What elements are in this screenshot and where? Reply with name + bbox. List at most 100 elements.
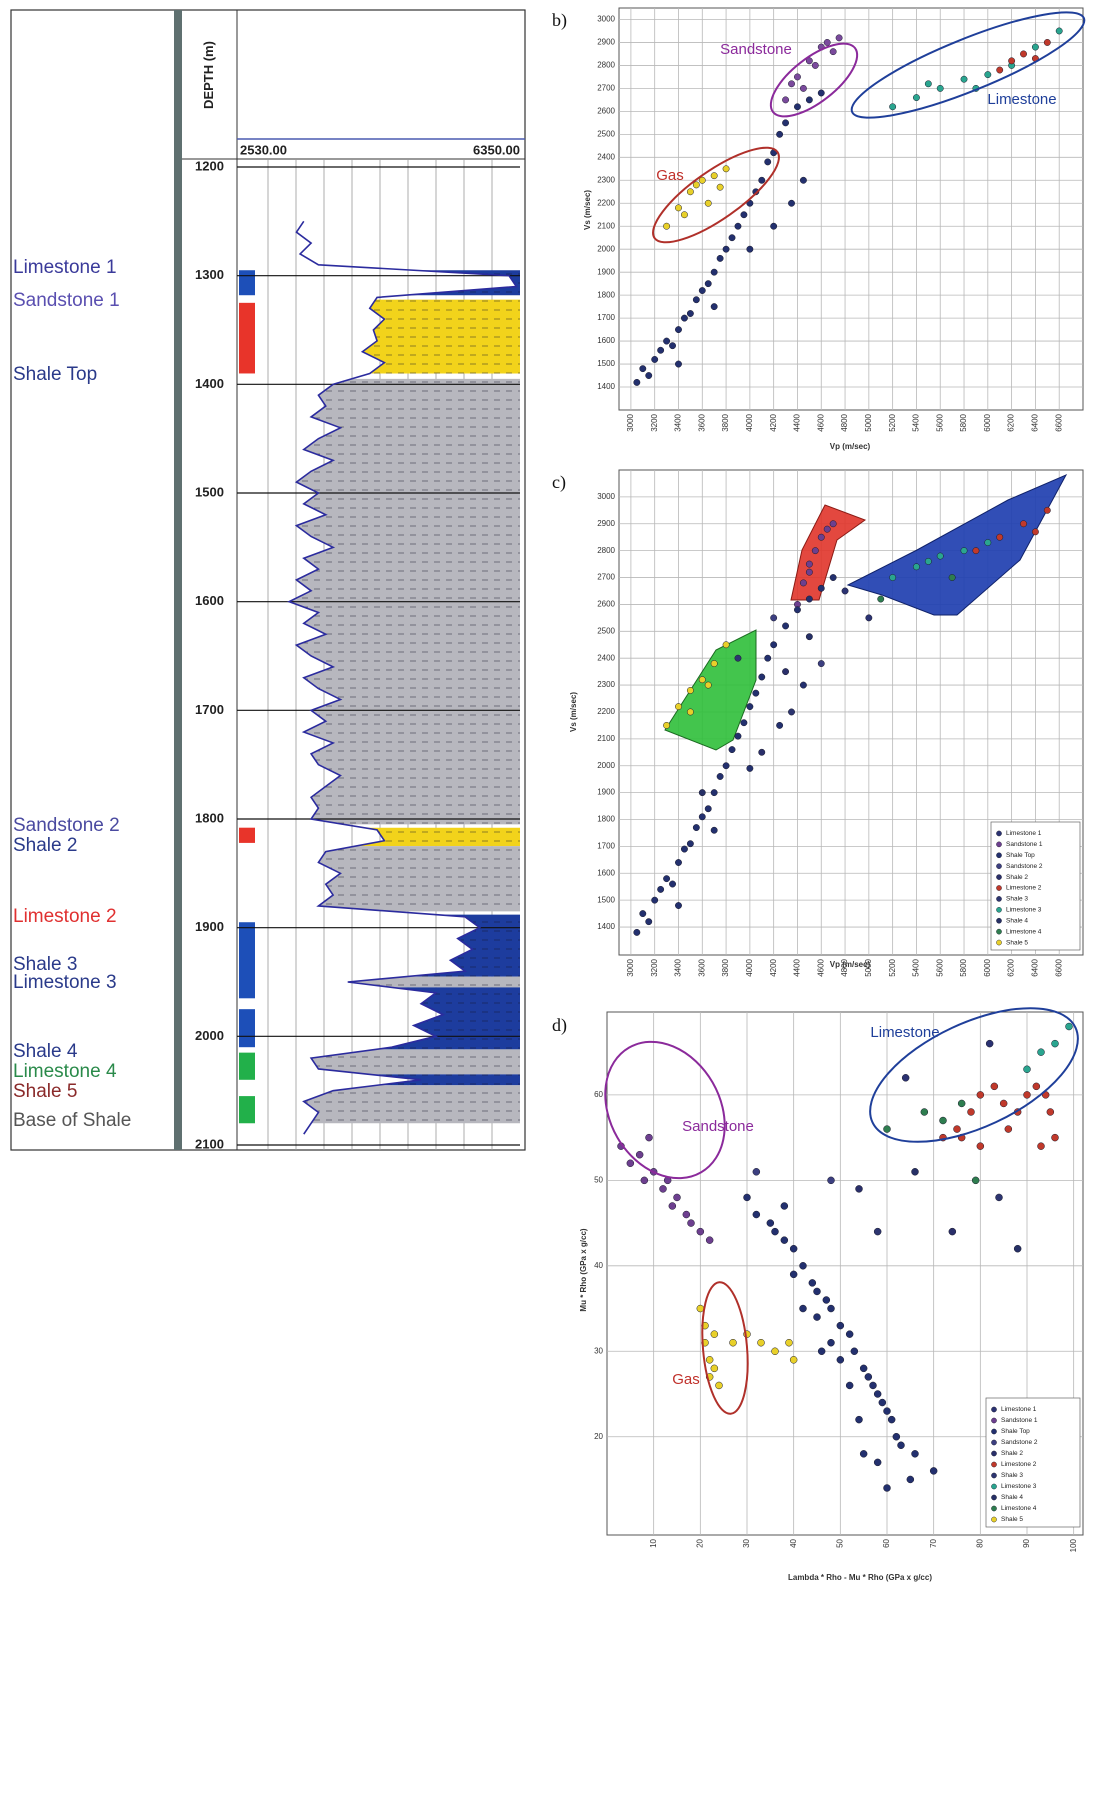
data-point [752, 1168, 761, 1176]
x-tick-label: 4000 [745, 958, 754, 976]
data-point [704, 681, 712, 689]
data-point [813, 1313, 821, 1321]
legend-marker [996, 863, 1002, 869]
data-point [788, 80, 795, 88]
y-tick-label: 1700 [597, 313, 615, 322]
x-tick-label: 5800 [959, 413, 968, 431]
lithology-texture [355, 827, 520, 847]
data-point [722, 165, 730, 173]
depth-label: 1700 [195, 702, 224, 717]
annotation: Sandstone [682, 1118, 754, 1135]
data-point [764, 158, 772, 166]
data-point [673, 1193, 681, 1202]
data-point [686, 840, 694, 848]
legend-label: Sandstone 1 [1001, 1417, 1038, 1424]
x-tick-label: 3000 [626, 958, 635, 976]
legend-label: Sandstone 2 [1006, 863, 1043, 870]
data-point [845, 1330, 854, 1338]
data-point [823, 39, 831, 46]
data-point [1023, 1065, 1031, 1074]
data-point [771, 1227, 779, 1236]
panel-label: b) [552, 10, 567, 31]
data-point [813, 1287, 821, 1296]
data-point [776, 130, 784, 138]
y-tick-label: 1500 [597, 359, 615, 368]
data-point [686, 708, 694, 716]
x-tick-label: 4400 [793, 413, 802, 431]
data-point [924, 557, 932, 565]
data-point [710, 1364, 719, 1373]
legend-label: Limestone 3 [1001, 1483, 1037, 1490]
data-point [686, 188, 694, 196]
data-point [680, 211, 688, 219]
panel-d-annotations: Limestone Sandstone Gas [604, 1007, 1079, 1415]
data-point [794, 73, 801, 81]
data-point [1065, 1022, 1073, 1031]
panel-label: d) [552, 1015, 567, 1036]
data-point [746, 245, 754, 253]
x-tick-label: 3200 [650, 413, 659, 431]
data-point [911, 1450, 919, 1458]
data-point [995, 1193, 1003, 1202]
data-point [680, 845, 688, 853]
legend-marker [991, 1494, 997, 1501]
annotation: Sandstone [720, 41, 792, 58]
x-tick-label: 6600 [1054, 413, 1063, 431]
legend-label: Shale 3 [1001, 1472, 1023, 1479]
data-point [960, 75, 968, 83]
data-point [972, 547, 980, 555]
x-tick-label: 5000 [864, 413, 873, 431]
legend-marker [996, 841, 1002, 848]
data-point [984, 539, 992, 547]
lithology-texture [406, 914, 520, 977]
data-point [722, 762, 730, 770]
data-point [663, 875, 671, 883]
data-point [788, 708, 795, 716]
data-point [766, 1219, 775, 1227]
formation-label: Shale 3 [13, 954, 77, 975]
formation-label: Limestone 1 [13, 257, 117, 278]
data-point [817, 584, 825, 592]
formation-label: Sandstone 2 [13, 815, 120, 836]
data-point [1020, 520, 1027, 528]
data-point [722, 245, 730, 253]
data-point [836, 1321, 845, 1330]
legend-label: Shale 2 [1001, 1450, 1023, 1457]
depth-label: 1600 [195, 593, 224, 608]
data-point [799, 579, 807, 587]
y-tick-label: 2700 [597, 573, 615, 582]
x-tick-label: 100 [1069, 1538, 1078, 1552]
data-point [675, 859, 682, 866]
legend-box [985, 1397, 1081, 1528]
y-tick-label: 2000 [597, 761, 615, 770]
data-point [805, 568, 813, 576]
formation-label: Shale 4 [13, 1041, 78, 1062]
data-point [692, 824, 700, 832]
y-tick-label: 2800 [597, 61, 615, 70]
data-point [1043, 39, 1051, 46]
legend-box [990, 821, 1081, 951]
data-point [911, 1168, 919, 1176]
x-tick-label: 4600 [816, 413, 825, 431]
y-tick-label: 1400 [597, 382, 615, 391]
data-point [805, 57, 813, 65]
gas-zone [664, 629, 757, 751]
depth-label: 1500 [195, 484, 224, 499]
y-tick-label: 2500 [597, 129, 615, 138]
scale-label: 6350.00 [473, 142, 520, 157]
data-point [675, 360, 682, 368]
x-tick-label: 3600 [697, 413, 706, 431]
limestone-ellipse [850, 11, 1086, 119]
data-point [675, 703, 682, 711]
data-point [829, 520, 837, 528]
x-tick-label: 6400 [1031, 413, 1040, 431]
x-tick-label: 5600 [935, 413, 944, 431]
depth-label: 1200 [195, 158, 224, 173]
data-point [640, 1176, 649, 1185]
legend-marker [991, 1406, 997, 1413]
data-point [687, 1219, 695, 1227]
y-tick-label: 30 [594, 1346, 603, 1355]
legend-marker [996, 885, 1002, 891]
data-point [669, 342, 676, 350]
